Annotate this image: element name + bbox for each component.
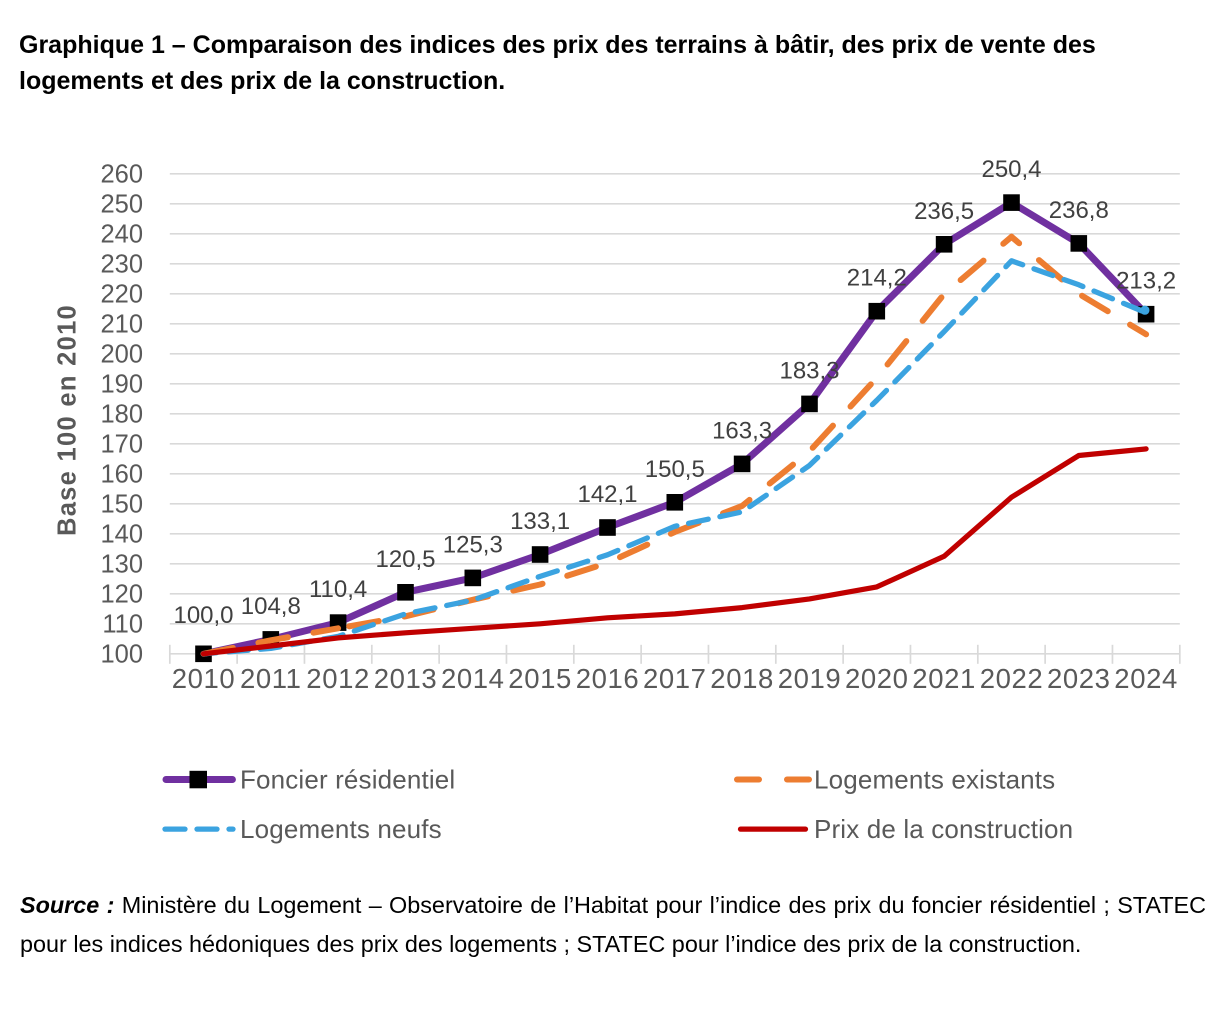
- svg-text:180: 180: [100, 401, 143, 429]
- svg-text:120: 120: [100, 581, 143, 609]
- svg-text:125,3: 125,3: [443, 531, 503, 558]
- svg-text:200: 200: [100, 341, 143, 369]
- svg-text:2015: 2015: [508, 663, 572, 694]
- svg-text:120,5: 120,5: [375, 546, 435, 573]
- svg-text:100,0: 100,0: [173, 602, 233, 629]
- svg-text:Logements neufs: Logements neufs: [240, 814, 442, 844]
- svg-text:142,1: 142,1: [577, 481, 637, 508]
- svg-text:Foncier résidentiel: Foncier résidentiel: [240, 764, 455, 794]
- svg-text:133,1: 133,1: [510, 508, 570, 535]
- svg-text:2010: 2010: [172, 663, 236, 694]
- svg-text:213,2: 213,2: [1116, 268, 1176, 295]
- svg-text:2024: 2024: [1114, 663, 1178, 694]
- svg-text:2023: 2023: [1047, 663, 1111, 694]
- svg-text:2012: 2012: [306, 663, 370, 694]
- svg-text:Logements existants: Logements existants: [814, 764, 1055, 794]
- svg-text:104,8: 104,8: [241, 593, 301, 620]
- svg-text:214,2: 214,2: [847, 265, 907, 292]
- svg-text:240: 240: [100, 221, 143, 249]
- svg-text:183,3: 183,3: [779, 357, 839, 384]
- svg-text:150: 150: [100, 491, 143, 519]
- svg-text:2014: 2014: [441, 663, 505, 694]
- svg-text:130: 130: [100, 551, 143, 579]
- svg-text:250: 250: [100, 191, 143, 219]
- svg-text:163,3: 163,3: [712, 417, 772, 444]
- svg-text:Base 100 en 2010: Base 100 en 2010: [54, 304, 82, 536]
- svg-text:2021: 2021: [912, 663, 976, 694]
- svg-text:2017: 2017: [643, 663, 707, 694]
- svg-text:110,4: 110,4: [309, 576, 367, 603]
- svg-text:230: 230: [100, 251, 143, 279]
- svg-text:236,5: 236,5: [914, 198, 974, 225]
- svg-text:Prix de la construction: Prix de la construction: [814, 814, 1073, 844]
- svg-text:160: 160: [100, 461, 143, 489]
- svg-text:110: 110: [102, 611, 143, 639]
- svg-text:190: 190: [100, 371, 143, 399]
- svg-text:260: 260: [100, 161, 143, 189]
- svg-text:2011: 2011: [240, 663, 302, 694]
- svg-text:2013: 2013: [374, 663, 438, 694]
- svg-text:2018: 2018: [710, 663, 774, 694]
- svg-text:170: 170: [100, 431, 143, 459]
- svg-text:236,8: 236,8: [1049, 197, 1109, 224]
- svg-text:2020: 2020: [845, 663, 909, 694]
- svg-text:250,4: 250,4: [981, 156, 1041, 183]
- svg-text:2022: 2022: [980, 663, 1044, 694]
- svg-text:140: 140: [100, 521, 143, 549]
- svg-text:2016: 2016: [576, 663, 640, 694]
- svg-text:210: 210: [100, 311, 143, 339]
- svg-text:100: 100: [100, 641, 143, 669]
- svg-text:2019: 2019: [778, 663, 842, 694]
- svg-text:220: 220: [100, 281, 143, 309]
- svg-text:150,5: 150,5: [645, 456, 705, 483]
